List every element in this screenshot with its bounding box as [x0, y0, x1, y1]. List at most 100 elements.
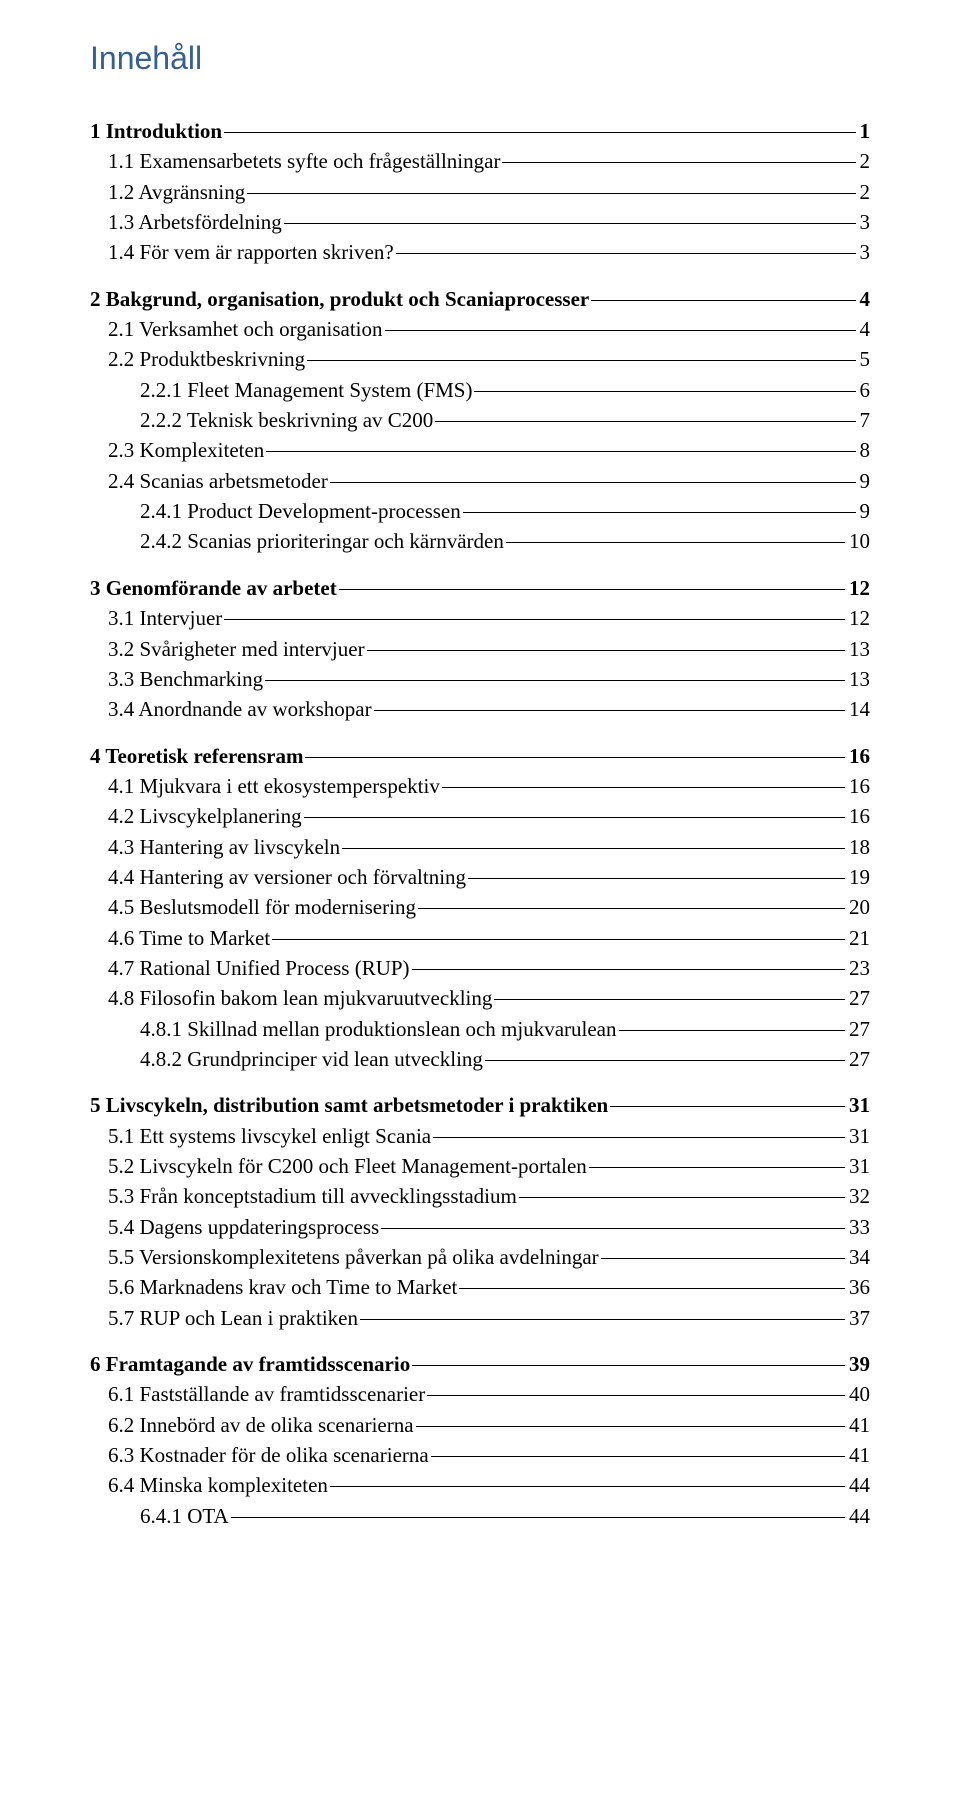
toc-entry[interactable]: 4.5 Beslutsmodell för modernisering20 [90, 893, 870, 921]
toc-entry[interactable]: 4.7 Rational Unified Process (RUP) 23 [90, 954, 870, 982]
toc-label: 3.1 Intervjuer [108, 604, 222, 632]
toc-entry[interactable]: 1.4 För vem är rapporten skriven?3 [90, 238, 870, 266]
toc-entry[interactable]: 2 Bakgrund, organisation, produkt och Sc… [90, 285, 870, 313]
toc-page-number: 13 [847, 635, 870, 663]
toc-entry[interactable]: 2.4.2 Scanias prioriteringar och kärnvär… [90, 527, 870, 555]
toc-leader [374, 709, 845, 711]
toc-entry[interactable]: 5.1 Ett systems livscykel enligt Scania3… [90, 1122, 870, 1150]
toc-entry[interactable]: 4.2 Livscykelplanering16 [90, 802, 870, 830]
toc-page-number: 2 [858, 178, 871, 206]
toc-entry[interactable]: 2.4.1 Product Development-processen9 [90, 497, 870, 525]
toc-leader [601, 1257, 845, 1259]
toc-entry[interactable]: 2.2 Produktbeskrivning5 [90, 345, 870, 373]
toc-entry[interactable]: 4.3 Hantering av livscykeln18 [90, 833, 870, 861]
toc-leader [272, 938, 845, 940]
toc-leader [360, 1318, 845, 1320]
toc-entry[interactable]: 2.1 Verksamhet och organisation4 [90, 315, 870, 343]
toc-label: 4.8 Filosofin bakom lean mjukvaruutveckl… [108, 984, 492, 1012]
toc-entry[interactable]: 4.8 Filosofin bakom lean mjukvaruutveckl… [90, 984, 870, 1012]
toc-entry[interactable]: 4.8.2 Grundprinciper vid lean utveckling… [90, 1045, 870, 1073]
toc-entry[interactable]: 3.3 Benchmarking 13 [90, 665, 870, 693]
toc-entry[interactable]: 5.2 Livscykeln för C200 och Fleet Manage… [90, 1152, 870, 1180]
toc-page-number: 7 [858, 406, 871, 434]
toc-entry[interactable]: 6.1 Fastställande av framtidsscenarier40 [90, 1380, 870, 1408]
toc-label: 4.2 Livscykelplanering [108, 802, 302, 830]
toc-entry[interactable]: 4.8.1 Skillnad mellan produktionslean oc… [90, 1015, 870, 1043]
toc-entry[interactable]: 1.3 Arbetsfördelning3 [90, 208, 870, 236]
toc-entry[interactable]: 3.2 Svårigheter med intervjuer 13 [90, 635, 870, 663]
toc-label: 1.4 För vem är rapporten skriven? [108, 238, 394, 266]
toc-entry[interactable]: 5.6 Marknadens krav och Time to Market36 [90, 1273, 870, 1301]
toc-entry[interactable]: 6.4 Minska komplexiteten44 [90, 1471, 870, 1499]
toc-leader [367, 649, 845, 651]
toc-leader [396, 252, 856, 254]
toc-leader [339, 588, 845, 590]
toc-leader [265, 679, 845, 681]
toc-entry[interactable]: 4 Teoretisk referensram16 [90, 742, 870, 770]
toc-label: 4 Teoretisk referensram [90, 742, 303, 770]
toc-label: 2.4 Scanias arbetsmetoder [108, 467, 328, 495]
toc-leader [307, 359, 855, 361]
toc-entry[interactable]: 2.4 Scanias arbetsmetoder 9 [90, 467, 870, 495]
toc-leader [416, 1425, 845, 1427]
toc-leader [385, 329, 856, 331]
toc-entry[interactable]: 2.2.1 Fleet Management System (FMS)6 [90, 376, 870, 404]
toc-label: 3.3 Benchmarking [108, 665, 263, 693]
toc-entry[interactable]: 6.2 Innebörd av de olika scenarierna41 [90, 1411, 870, 1439]
toc-entry[interactable]: 2.3 Komplexiteten8 [90, 436, 870, 464]
toc-label: 4.8.1 Skillnad mellan produktionslean oc… [140, 1015, 617, 1043]
toc-label: 4.1 Mjukvara i ett ekosystemperspektiv [108, 772, 440, 800]
toc-label: 6 Framtagande av framtidsscenario [90, 1350, 410, 1378]
toc-entry[interactable]: 5.7 RUP och Lean i praktiken37 [90, 1304, 870, 1332]
toc-leader [330, 1485, 845, 1487]
toc-entry[interactable]: 2.2.2 Teknisk beskrivning av C200 7 [90, 406, 870, 434]
toc-leader [305, 756, 845, 758]
toc-entry[interactable]: 1.1 Examensarbetets syfte och frågeställ… [90, 147, 870, 175]
toc-entry[interactable]: 4.4 Hantering av versioner och förvaltni… [90, 863, 870, 891]
toc-label: 5.2 Livscykeln för C200 och Fleet Manage… [108, 1152, 587, 1180]
toc-entry[interactable]: 6.4.1 OTA44 [90, 1502, 870, 1530]
toc-page-number: 31 [847, 1152, 870, 1180]
toc-entry[interactable]: 5 Livscykeln, distribution samt arbetsme… [90, 1091, 870, 1119]
toc-page-number: 23 [847, 954, 870, 982]
toc-label: 6.4 Minska komplexiteten [108, 1471, 328, 1499]
toc-entry[interactable]: 5.3 Från konceptstadium till avvecklings… [90, 1182, 870, 1210]
toc-label: 2.2.2 Teknisk beskrivning av C200 [140, 406, 433, 434]
toc-entry[interactable]: 3.4 Anordnande av workshopar14 [90, 695, 870, 723]
toc-entry[interactable]: 5.5 Versionskomplexitetens påverkan på o… [90, 1243, 870, 1271]
toc-page-number: 44 [847, 1502, 870, 1530]
toc-entry[interactable]: 6.3 Kostnader för de olika scenarierna41 [90, 1441, 870, 1469]
toc-leader [427, 1394, 845, 1396]
toc-page-number: 27 [847, 1015, 870, 1043]
toc-leader [519, 1196, 845, 1198]
toc-page-number: 13 [847, 665, 870, 693]
toc-page-number: 32 [847, 1182, 870, 1210]
toc-label: 5.5 Versionskomplexitetens påverkan på o… [108, 1243, 599, 1271]
toc-label: 4.7 Rational Unified Process (RUP) [108, 954, 410, 982]
toc-label: 5.1 Ett systems livscykel enligt Scania [108, 1122, 431, 1150]
toc-entry[interactable]: 1 Introduktion1 [90, 117, 870, 145]
toc-page-number: 40 [847, 1380, 870, 1408]
toc-label: 5.6 Marknadens krav och Time to Market [108, 1273, 457, 1301]
toc-page-number: 12 [847, 574, 870, 602]
toc-entry[interactable]: 3 Genomförande av arbetet12 [90, 574, 870, 602]
toc-entry[interactable]: 1.2 Avgränsning2 [90, 178, 870, 206]
toc-entry[interactable]: 4.1 Mjukvara i ett ekosystemperspektiv16 [90, 772, 870, 800]
toc-leader [502, 161, 855, 163]
toc-label: 2.4.2 Scanias prioriteringar och kärnvär… [140, 527, 504, 555]
toc-entry[interactable]: 3.1 Intervjuer 12 [90, 604, 870, 632]
page: Innehåll 1 Introduktion11.1 Examensarbet… [0, 0, 960, 1800]
toc-leader [459, 1287, 845, 1289]
toc-leader [431, 1455, 845, 1457]
toc-page-number: 27 [847, 1045, 870, 1073]
toc-entry[interactable]: 6 Framtagande av framtidsscenario39 [90, 1350, 870, 1378]
toc-leader [485, 1059, 845, 1061]
toc-entry[interactable]: 4.6 Time to Market21 [90, 924, 870, 952]
toc-page-number: 12 [847, 604, 870, 632]
toc-page-number: 5 [858, 345, 871, 373]
toc-page-number: 9 [858, 467, 871, 495]
toc-page-number: 9 [858, 497, 871, 525]
toc-leader [442, 786, 845, 788]
toc-entry[interactable]: 5.4 Dagens uppdateringsprocess33 [90, 1213, 870, 1241]
toc-label: 3.2 Svårigheter med intervjuer [108, 635, 365, 663]
